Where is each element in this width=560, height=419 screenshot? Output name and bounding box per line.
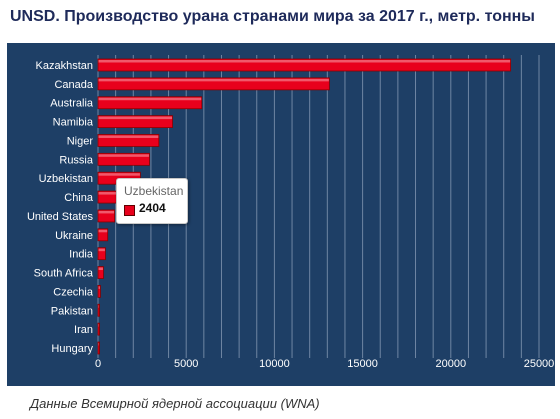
bar[interactable] [97,58,512,72]
tooltip: Uzbekistan 2404 [116,178,188,224]
bar-highlight [98,116,173,120]
bar[interactable] [97,228,109,242]
category-label: Kazakhstan [36,60,93,72]
category-label: Pakistan [51,305,93,317]
bar-highlight [98,210,115,214]
bar[interactable] [97,284,101,298]
category-labels: Kazakhstan Canada Australia Namibia Niger Rus… [27,60,94,355]
bar[interactable] [97,322,100,336]
category-label: India [69,249,94,261]
bar-highlight [98,343,99,346]
category-label: Hungary [51,343,93,355]
tooltip-value: 2404 [139,201,166,215]
bars [97,58,512,355]
bar-highlight [98,192,131,195]
bar-highlight [98,248,105,252]
category-label: Namibia [53,117,94,129]
tooltip-swatch [124,205,135,216]
bar[interactable] [97,266,104,279]
category-label: Ukraine [55,230,93,242]
bar[interactable] [97,247,106,261]
category-label: United States [27,211,94,223]
bar-highlight [98,154,149,157]
bar[interactable] [97,115,173,128]
x-tick-labels: 0 5000 10000 15000 20000 25000 [95,358,554,370]
x-tick-label: 25000 [524,358,555,370]
chart-title: UNSD. Производство урана странами мира з… [10,8,535,25]
bar-highlight [98,60,511,63]
category-label: Uzbekistan [39,173,93,185]
bar-highlight [98,324,99,327]
category-label: Canada [54,79,93,91]
category-label: Iran [74,324,93,336]
bar-highlight [98,229,108,233]
source-note: Данные Всемирной ядерной ассоциации (WNA… [30,396,320,411]
bar[interactable] [97,77,330,91]
bar[interactable] [97,303,100,317]
bar[interactable] [97,152,150,166]
bar-highlight [98,305,99,308]
tooltip-name: Uzbekistan [124,184,184,198]
category-label: Czechia [53,286,94,298]
chart-panel: Kazakhstan Canada Australia Namibia Niger Rus… [7,43,555,386]
category-label: Russia [59,154,94,166]
category-label: South Africa [34,268,94,280]
x-tick-label: 5000 [174,358,198,370]
category-label: Niger [67,135,94,147]
bar-highlight [98,267,103,271]
bar-highlight [98,135,159,138]
x-tick-label: 10000 [259,358,290,370]
bar[interactable] [97,209,115,223]
bar-highlight [98,286,100,289]
bar[interactable] [97,341,100,355]
category-label: Australia [50,98,94,110]
bar-highlight [98,78,329,82]
bar-highlight [98,173,140,176]
x-tick-label: 15000 [347,358,378,370]
x-tick-label: 0 [95,358,101,370]
bar-highlight [98,97,202,101]
bar[interactable] [97,134,160,147]
bar[interactable] [97,96,203,110]
category-label: China [64,192,94,204]
x-tick-label: 20000 [436,358,467,370]
bar-chart: Kazakhstan Canada Australia Namibia Niger Rus… [27,55,554,370]
